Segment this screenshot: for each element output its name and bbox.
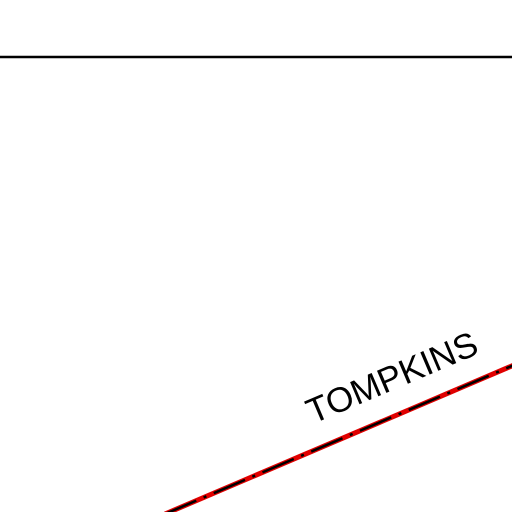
county-boundary-dash <box>166 364 512 512</box>
